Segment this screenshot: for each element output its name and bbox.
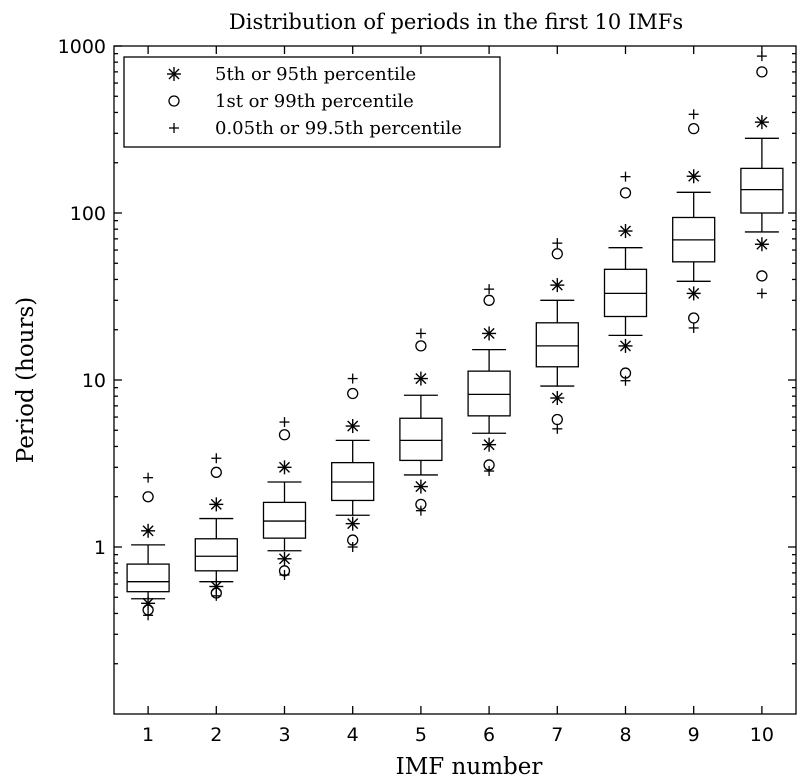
p99-marker xyxy=(483,294,495,306)
p995-marker xyxy=(552,238,563,249)
p99-marker xyxy=(551,248,563,260)
p995-marker xyxy=(347,373,358,384)
box-imf-5 xyxy=(399,328,443,516)
p95-marker xyxy=(686,169,701,184)
iqr-box xyxy=(467,370,511,417)
legend-label: 5th or 95th percentile xyxy=(215,64,416,85)
p95-marker xyxy=(277,460,292,475)
box-imf-10 xyxy=(740,51,784,299)
iqr-box xyxy=(740,167,784,214)
p005-marker xyxy=(756,288,767,299)
p005-marker xyxy=(620,375,631,386)
p005-marker xyxy=(552,423,563,434)
p005-marker xyxy=(347,542,358,552)
legend-circle-icon xyxy=(168,95,180,107)
y-tick-label: 10 xyxy=(82,370,106,392)
p995-marker xyxy=(415,328,426,339)
p5-marker xyxy=(413,479,428,494)
box-imf-6 xyxy=(467,284,511,477)
x-tick-label: 5 xyxy=(415,724,427,746)
box-imf-3 xyxy=(262,417,307,580)
p95-marker xyxy=(482,326,497,341)
p5-marker xyxy=(550,391,565,406)
x-axis-label: IMF number xyxy=(396,754,543,780)
x-tick-label: 3 xyxy=(278,724,290,746)
p95-marker xyxy=(345,419,360,434)
p99-marker xyxy=(688,122,700,135)
y-tick-label: 1000 xyxy=(58,36,106,58)
p995-marker xyxy=(143,472,154,483)
p95-marker xyxy=(141,523,156,538)
p1-marker xyxy=(688,312,700,324)
p005-marker xyxy=(415,505,426,516)
p995-marker xyxy=(756,51,767,62)
p5-marker xyxy=(618,338,633,353)
box-imf-4 xyxy=(331,373,375,552)
x-tick-label: 7 xyxy=(551,724,563,746)
p99-marker xyxy=(619,187,632,199)
legend-asterisk-icon xyxy=(167,67,181,81)
legend-plus-icon xyxy=(169,123,179,133)
p5-marker xyxy=(754,237,769,252)
x-tick-label: 6 xyxy=(483,724,495,746)
p5-marker xyxy=(277,551,292,566)
p99-marker xyxy=(347,387,359,400)
p995-marker xyxy=(688,109,699,120)
p99-marker xyxy=(278,429,291,441)
y-tick-label: 1 xyxy=(94,537,106,559)
p99-marker xyxy=(142,491,154,503)
box-imf-7 xyxy=(535,238,579,434)
iqr-box xyxy=(262,501,307,539)
p99-marker xyxy=(415,340,427,352)
p95-marker xyxy=(413,371,428,386)
iqr-box xyxy=(535,322,579,368)
chart-title: Distribution of periods in the first 10 … xyxy=(229,10,683,34)
p95-marker xyxy=(209,497,224,512)
x-tick-label: 1 xyxy=(142,724,154,746)
iqr-box xyxy=(126,563,170,593)
p1-marker xyxy=(551,413,563,426)
legend-label: 0.05th or 99.5th percentile xyxy=(215,118,462,139)
p995-marker xyxy=(484,284,495,295)
p5-marker xyxy=(482,437,497,452)
p995-marker xyxy=(620,171,631,182)
p99-marker xyxy=(210,466,222,478)
x-tick-label: 8 xyxy=(619,724,631,746)
x-tick-label: 4 xyxy=(347,724,359,746)
p95-marker xyxy=(550,278,565,293)
y-axis-label: Period (hours) xyxy=(13,297,39,464)
p99-marker xyxy=(756,66,768,78)
p005-marker xyxy=(484,466,495,477)
x-tick-label: 2 xyxy=(210,724,222,746)
iqr-box xyxy=(399,417,443,462)
p005-marker xyxy=(143,610,154,621)
box-imf-2 xyxy=(194,453,238,601)
box-imf-8 xyxy=(603,171,648,386)
plot-area: 1 10 100 1000 1 2 3 4 5 6 7 8 9 10 xyxy=(58,36,797,746)
p95-marker xyxy=(618,224,633,239)
legend-box xyxy=(123,56,501,148)
iqr-box xyxy=(194,538,238,572)
box-imf-1 xyxy=(126,472,170,621)
p995-marker xyxy=(211,453,222,464)
p95-marker xyxy=(754,115,769,130)
p1-marker xyxy=(756,270,768,282)
y-tick-label: 100 xyxy=(70,203,106,225)
legend: 5th or 95th percentile 1st or 99th percen… xyxy=(123,56,501,148)
p005-marker xyxy=(279,569,290,580)
p995-marker xyxy=(279,417,290,428)
legend-label: 1st or 99th percentile xyxy=(215,91,414,112)
p5-marker xyxy=(345,516,360,531)
p5-marker xyxy=(686,286,701,301)
p005-marker xyxy=(688,322,699,333)
box-imf-9 xyxy=(672,109,716,333)
p005-marker xyxy=(211,590,222,601)
x-tick-label: 9 xyxy=(688,724,700,746)
x-tick-label: 10 xyxy=(750,724,774,746)
